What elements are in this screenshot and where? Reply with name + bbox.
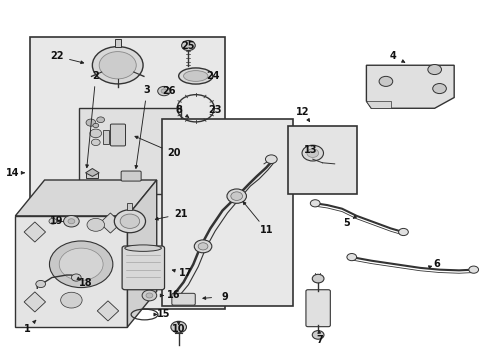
Text: 24: 24 [205, 71, 219, 81]
Text: 23: 23 [208, 105, 222, 115]
Circle shape [86, 119, 96, 126]
Circle shape [49, 219, 57, 224]
Circle shape [398, 228, 407, 235]
Circle shape [91, 139, 100, 145]
Text: 2: 2 [92, 71, 99, 81]
Circle shape [346, 253, 356, 261]
Circle shape [181, 41, 195, 50]
Polygon shape [366, 101, 390, 108]
Circle shape [87, 219, 104, 231]
Circle shape [146, 293, 153, 298]
Polygon shape [127, 180, 157, 327]
Text: 3: 3 [143, 85, 150, 95]
Circle shape [310, 200, 320, 207]
Circle shape [198, 243, 207, 250]
Text: 17: 17 [179, 268, 192, 278]
Circle shape [468, 266, 478, 273]
Circle shape [90, 129, 102, 138]
Circle shape [92, 46, 143, 84]
Text: 5: 5 [343, 218, 349, 228]
Text: 9: 9 [221, 292, 228, 302]
Ellipse shape [124, 245, 161, 251]
Polygon shape [24, 292, 45, 312]
Polygon shape [15, 180, 157, 216]
Ellipse shape [178, 68, 212, 84]
Circle shape [114, 210, 145, 233]
Bar [288, 126, 356, 194]
Text: 21: 21 [174, 209, 187, 219]
Circle shape [36, 280, 45, 288]
Bar [161, 119, 293, 306]
Text: 4: 4 [389, 51, 396, 61]
Circle shape [120, 214, 140, 228]
Text: 12: 12 [296, 107, 309, 117]
Ellipse shape [183, 71, 207, 81]
Circle shape [97, 117, 104, 123]
Circle shape [427, 64, 441, 75]
Circle shape [170, 321, 186, 333]
Circle shape [99, 51, 136, 79]
Bar [86, 172, 98, 178]
FancyBboxPatch shape [305, 290, 330, 327]
FancyBboxPatch shape [110, 124, 125, 146]
Polygon shape [15, 216, 127, 327]
Bar [103, 130, 109, 144]
Text: 11: 11 [259, 225, 273, 235]
Circle shape [378, 76, 392, 86]
Text: 6: 6 [433, 259, 440, 269]
Circle shape [265, 155, 277, 163]
Circle shape [312, 274, 324, 283]
Circle shape [142, 290, 157, 301]
FancyBboxPatch shape [121, 171, 141, 181]
Text: 13: 13 [303, 144, 316, 154]
Polygon shape [97, 301, 119, 321]
Circle shape [63, 216, 79, 227]
Bar [115, 40, 121, 46]
Text: 10: 10 [172, 324, 185, 334]
Text: 25: 25 [182, 41, 195, 50]
Circle shape [68, 219, 75, 224]
Polygon shape [24, 222, 45, 242]
Text: 18: 18 [79, 278, 93, 288]
FancyBboxPatch shape [122, 246, 164, 290]
Text: 16: 16 [167, 291, 180, 301]
Circle shape [312, 330, 324, 339]
Text: 19: 19 [50, 216, 63, 226]
Circle shape [59, 248, 103, 280]
Text: 22: 22 [50, 51, 63, 61]
Circle shape [302, 145, 323, 161]
Circle shape [306, 149, 318, 157]
Text: 8: 8 [175, 105, 182, 115]
Text: 14: 14 [6, 168, 20, 178]
Polygon shape [366, 65, 453, 108]
Circle shape [432, 84, 446, 94]
Bar [79, 108, 181, 194]
Bar [30, 37, 224, 309]
Circle shape [161, 89, 166, 93]
Circle shape [230, 192, 242, 201]
Polygon shape [85, 168, 99, 176]
Polygon shape [100, 213, 121, 233]
Circle shape [61, 292, 82, 308]
FancyBboxPatch shape [171, 293, 195, 305]
Text: 15: 15 [157, 310, 170, 319]
Circle shape [226, 189, 246, 203]
Circle shape [49, 241, 113, 288]
Text: 26: 26 [162, 86, 175, 96]
Text: 7: 7 [316, 334, 323, 345]
Circle shape [71, 274, 81, 281]
Circle shape [93, 123, 99, 128]
Bar [127, 203, 132, 210]
Text: 20: 20 [167, 148, 180, 158]
Circle shape [194, 240, 211, 253]
Circle shape [158, 86, 170, 96]
Text: 1: 1 [24, 324, 31, 334]
